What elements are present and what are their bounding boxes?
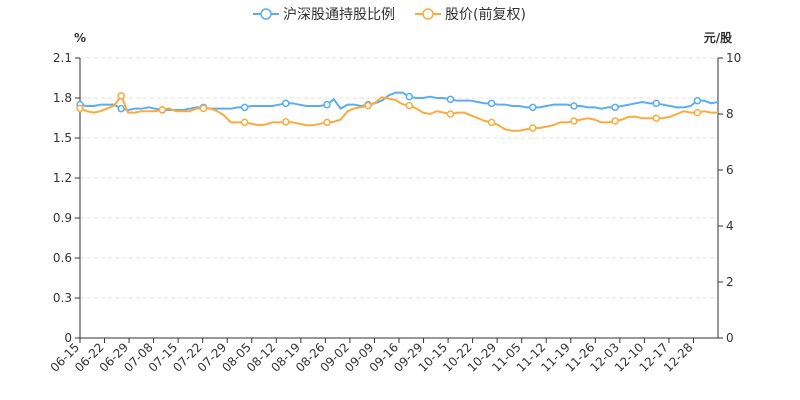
left-tick-label: 1.5 <box>53 131 72 145</box>
series-point <box>240 118 249 127</box>
legend-swatch-marker <box>422 8 434 20</box>
legend-item-1[interactable]: 沪深股通持股比例 <box>253 7 395 23</box>
left-tick-label: 1.8 <box>53 91 72 105</box>
series-point <box>117 104 125 113</box>
series-point <box>611 117 619 125</box>
series-point <box>693 96 702 105</box>
series-point <box>446 110 455 118</box>
series-point <box>529 124 537 132</box>
left-axis-unit-label: % <box>74 31 86 45</box>
series-point <box>446 95 455 104</box>
series-2 <box>76 92 718 132</box>
right-tick-label: 8 <box>726 107 734 121</box>
right-tick-label: 4 <box>726 219 734 233</box>
x-axis-ticks: 06-1506-2206-2907-0807-1507-2207-2908-05… <box>48 338 696 375</box>
series-point <box>570 117 578 125</box>
series-point <box>405 92 414 101</box>
series-layer <box>76 91 719 132</box>
series-point <box>323 100 331 109</box>
legend-label: 股价(前复权) <box>445 6 526 23</box>
right-tick-label: 6 <box>726 163 734 177</box>
series-point <box>199 104 208 113</box>
series-point <box>76 104 84 113</box>
legend-swatch-marker <box>260 8 272 20</box>
legend-label: 沪深股通持股比例 <box>283 7 395 23</box>
series-point <box>652 114 661 122</box>
series-point <box>487 99 496 108</box>
left-tick-label: 0.3 <box>53 291 72 305</box>
right-tick-label: 10 <box>726 51 741 65</box>
legend: 沪深股通持股比例 股价(前复权) <box>253 6 526 23</box>
right-axis-unit-label: 元/股 <box>704 30 733 45</box>
left-axis-ticks: 0 0.3 0.6 0.9 1.2 1.5 1.8 2.1 <box>53 51 80 345</box>
series-point <box>240 103 249 112</box>
series-point <box>364 101 372 110</box>
grid-lines <box>80 57 718 299</box>
left-tick-label: 0.9 <box>53 211 72 225</box>
left-tick-label: 0 <box>64 331 72 345</box>
legend-item-2[interactable]: 股价(前复权) <box>415 6 526 23</box>
left-tick-label: 2.1 <box>53 51 72 65</box>
series-point <box>652 99 661 108</box>
series-point <box>282 118 290 126</box>
series-point <box>282 99 290 108</box>
left-tick-label: 0.6 <box>53 251 72 265</box>
series-point <box>570 102 578 110</box>
series-point <box>529 103 537 112</box>
series-point <box>611 103 619 112</box>
right-tick-label: 2 <box>726 275 734 289</box>
series-point <box>158 106 167 114</box>
series-point <box>117 92 125 100</box>
left-tick-label: 1.2 <box>53 171 72 185</box>
series-point <box>693 108 702 117</box>
right-axis-ticks: 0 2 4 6 8 10 <box>718 51 741 345</box>
series-point <box>487 118 496 127</box>
axes <box>79 58 719 339</box>
series-point <box>323 118 331 127</box>
series-point <box>405 101 414 110</box>
right-tick-label: 0 <box>726 331 734 345</box>
series-line <box>79 94 718 132</box>
